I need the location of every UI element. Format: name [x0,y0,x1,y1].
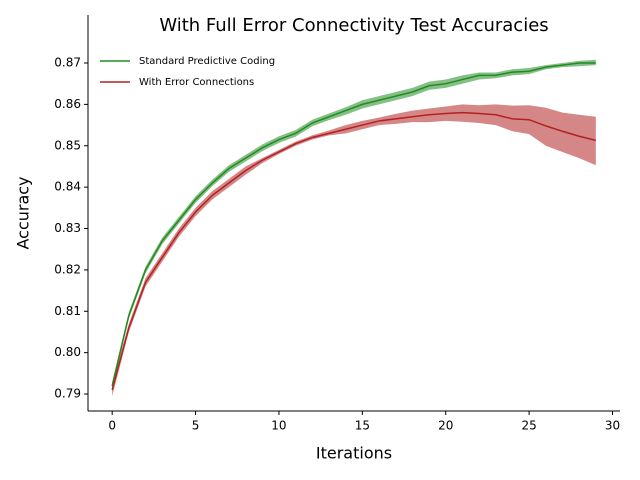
x-tick-label: 10 [271,419,286,433]
legend-label: Standard Predictive Coding [139,56,275,67]
y-tick-label: 0.85 [54,138,81,152]
x-tick-label: 25 [521,419,536,433]
y-tick-label: 0.87 [54,56,81,70]
x-tick-label: 0 [108,419,116,433]
x-tick-label: 15 [355,419,370,433]
legend-label: With Error Connections [139,77,254,88]
y-tick-label: 0.81 [54,304,81,318]
y-tick-label: 0.80 [54,345,81,359]
chart-title: With Full Error Connectivity Test Accura… [159,15,548,36]
series-line [111,62,596,386]
y-axis-label: Accuracy [14,176,33,249]
y-tick-label: 0.84 [54,180,81,194]
confidence-band [112,104,596,397]
y-tick-label: 0.82 [54,262,81,276]
x-tick-label: 5 [192,419,200,433]
x-tick-label: 20 [438,419,453,433]
x-tick-label: 30 [605,419,620,433]
y-tick-label: 0.79 [54,387,81,401]
series-line [111,111,597,391]
x-axis-label: Iterations [316,444,392,463]
y-tick-label: 0.86 [54,97,81,111]
y-tick-label: 0.83 [54,221,81,235]
